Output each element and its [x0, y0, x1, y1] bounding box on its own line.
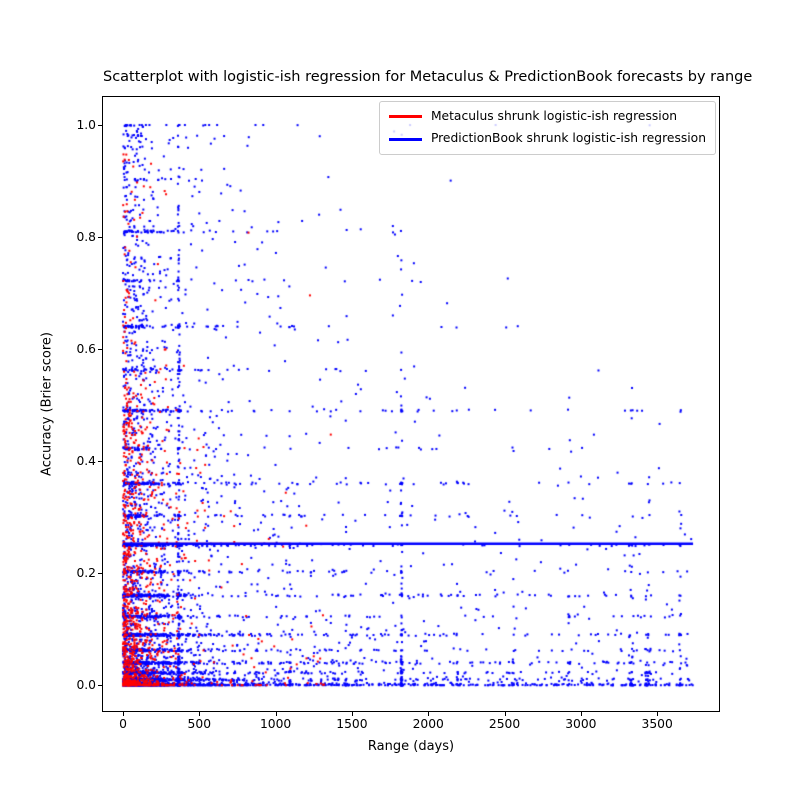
x-tick-mark	[275, 712, 277, 716]
x-tick-label: 3000	[565, 717, 597, 731]
y-tick-mark	[98, 573, 102, 575]
plot-area: Metaculus shrunk logistic-ish regression…	[102, 96, 720, 712]
legend-entry: Metaculus shrunk logistic-ish regression	[388, 109, 706, 124]
x-tick-label: 500	[187, 717, 212, 731]
legend-line-swatch	[388, 115, 422, 119]
x-tick-label: 2000	[412, 717, 444, 731]
y-tick-label: 0.6	[76, 342, 96, 357]
chart-title: Scatterplot with logistic-ish regression…	[103, 69, 753, 85]
y-tick-mark	[98, 461, 102, 463]
y-tick-label: 0.8	[76, 230, 96, 245]
y-tick-mark	[98, 349, 102, 351]
x-tick-mark	[199, 712, 201, 716]
y-tick-label: 1.0	[76, 118, 96, 132]
legend-label: PredictionBook shrunk logistic-ish regre…	[430, 131, 706, 146]
x-tick-mark	[428, 712, 430, 716]
y-tick-mark	[98, 685, 102, 687]
x-tick-label: 3500	[641, 717, 673, 731]
x-axis-label: Range (days)	[367, 739, 455, 754]
y-tick-label: 0.2	[76, 566, 96, 581]
legend-label: Metaculus shrunk logistic-ish regression	[430, 109, 678, 123]
legend-line-swatch	[388, 137, 422, 141]
x-tick-label: 0	[119, 717, 127, 731]
x-tick-mark	[504, 712, 506, 716]
y-tick-label: 0.0	[76, 678, 96, 693]
legend-entry: PredictionBook shrunk logistic-ish regre…	[388, 131, 706, 146]
x-tick-mark	[351, 712, 353, 716]
legend: Metaculus shrunk logistic-ish regression…	[378, 101, 716, 155]
scatter-canvas	[103, 97, 719, 711]
x-tick-label: 1500	[336, 717, 368, 731]
y-tick-mark	[98, 125, 102, 126]
x-tick-mark	[580, 712, 582, 716]
y-tick-label: 0.4	[76, 454, 96, 469]
y-tick-mark	[98, 237, 102, 239]
x-tick-label: 2500	[488, 717, 521, 731]
x-tick-mark	[657, 712, 659, 716]
x-tick-mark	[122, 712, 124, 716]
y-axis-label: Accuracy (Brier score)	[39, 332, 55, 476]
x-tick-label: 1000	[259, 717, 292, 731]
